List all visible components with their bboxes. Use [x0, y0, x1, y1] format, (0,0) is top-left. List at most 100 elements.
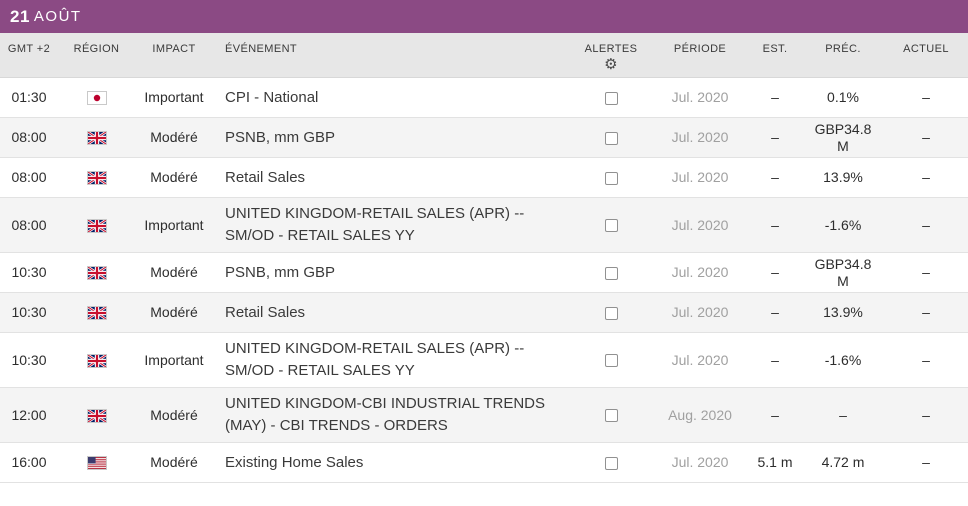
event-impact: Important — [135, 77, 213, 118]
event-time: 08:00 — [0, 157, 58, 198]
event-time: 10:30 — [0, 332, 58, 388]
event-row: 08:00 Important UNITED KINGDOM-RETAIL SA… — [0, 197, 968, 253]
event-name[interactable]: UNITED KINGDOM-RETAIL SALES (APR) -- SM/… — [213, 332, 570, 388]
event-alert-cell — [570, 442, 652, 483]
event-region-cell — [58, 442, 135, 483]
gear-icon[interactable]: ⚙ — [604, 56, 618, 73]
event-row: 08:00 Modéré Retail Sales Jul. 2020 – 13… — [0, 157, 968, 198]
event-region-cell — [58, 77, 135, 118]
event-region-cell — [58, 157, 135, 198]
flag-united-kingdom-icon — [86, 131, 107, 146]
month-name: AOÛT — [33, 8, 82, 25]
event-previous: 4.72 m — [802, 442, 884, 483]
event-period: Jul. 2020 — [652, 157, 748, 198]
table-header-row: GMT +2 RÉGION IMPACT ÉVÉNEMENT ALERTES ⚙… — [0, 33, 968, 78]
column-header-prec: PRÉC. — [802, 33, 884, 78]
event-name[interactable]: CPI - National — [213, 77, 570, 118]
event-time: 01:30 — [0, 77, 58, 118]
event-alert-cell — [570, 197, 652, 253]
flag-united-states-icon — [86, 456, 107, 471]
event-region-cell — [58, 252, 135, 293]
flag-united-kingdom-icon — [86, 408, 107, 423]
column-header-impact: IMPACT — [135, 33, 213, 78]
event-time: 10:30 — [0, 292, 58, 333]
event-region-cell — [58, 292, 135, 333]
event-alert-cell — [570, 157, 652, 198]
event-period: Jul. 2020 — [652, 197, 748, 253]
alert-checkbox[interactable] — [604, 456, 618, 470]
event-actual: – — [884, 252, 968, 293]
event-previous: – — [802, 387, 884, 443]
event-impact: Modéré — [135, 292, 213, 333]
event-previous: 13.9% — [802, 292, 884, 333]
event-name[interactable]: Existing Home Sales — [213, 442, 570, 483]
event-period: Jul. 2020 — [652, 332, 748, 388]
alert-checkbox[interactable] — [604, 354, 618, 368]
event-name[interactable]: Retail Sales — [213, 292, 570, 333]
event-previous: -1.6% — [802, 197, 884, 253]
event-estimate: – — [748, 252, 802, 293]
event-name[interactable]: UNITED KINGDOM-CBI INDUSTRIAL TRENDS (MA… — [213, 387, 570, 443]
event-impact: Important — [135, 332, 213, 388]
event-actual: – — [884, 117, 968, 158]
event-impact: Modéré — [135, 387, 213, 443]
alert-checkbox[interactable] — [604, 131, 618, 145]
alert-checkbox[interactable] — [604, 409, 618, 423]
flag-japan-icon — [86, 91, 107, 106]
alert-checkbox[interactable] — [604, 219, 618, 233]
event-impact: Modéré — [135, 157, 213, 198]
flag-united-kingdom-icon — [86, 353, 107, 368]
event-time: 16:00 — [0, 442, 58, 483]
event-period: Jul. 2020 — [652, 77, 748, 118]
event-actual: – — [884, 442, 968, 483]
calendar-table-body: 01:30 Important CPI - National Jul. 2020… — [0, 77, 968, 483]
event-impact: Modéré — [135, 117, 213, 158]
event-actual: – — [884, 157, 968, 198]
event-period: Jul. 2020 — [652, 117, 748, 158]
event-region-cell — [58, 117, 135, 158]
alert-checkbox[interactable] — [604, 266, 618, 280]
event-estimate: 5.1 m — [748, 442, 802, 483]
date-header: 21 AOÛT — [0, 0, 968, 33]
event-region-cell — [58, 332, 135, 388]
flag-united-kingdom-icon — [86, 171, 107, 186]
event-time: 10:30 — [0, 252, 58, 293]
column-header-actual: ACTUEL — [884, 33, 968, 78]
event-previous: 0.1% — [802, 77, 884, 118]
column-header-region: RÉGION — [58, 33, 135, 78]
alert-checkbox[interactable] — [604, 306, 618, 320]
event-alert-cell — [570, 387, 652, 443]
alert-checkbox[interactable] — [604, 91, 618, 105]
event-name[interactable]: PSNB, mm GBP — [213, 252, 570, 293]
economic-calendar-table: GMT +2 RÉGION IMPACT ÉVÉNEMENT ALERTES ⚙… — [0, 33, 968, 483]
event-region-cell — [58, 197, 135, 253]
event-estimate: – — [748, 332, 802, 388]
event-previous: 13.9% — [802, 157, 884, 198]
event-row: 12:00 Modéré UNITED KINGDOM-CBI INDUSTRI… — [0, 387, 968, 443]
flag-united-kingdom-icon — [86, 218, 107, 233]
event-time: 12:00 — [0, 387, 58, 443]
event-previous: -1.6% — [802, 332, 884, 388]
event-row: 10:30 Modéré Retail Sales Jul. 2020 – 13… — [0, 292, 968, 333]
flag-united-kingdom-icon — [86, 306, 107, 321]
event-previous: GBP34.8 M — [802, 252, 884, 293]
event-name[interactable]: UNITED KINGDOM-RETAIL SALES (APR) -- SM/… — [213, 197, 570, 253]
event-alert-cell — [570, 292, 652, 333]
event-estimate: – — [748, 77, 802, 118]
alert-checkbox[interactable] — [604, 171, 618, 185]
event-name[interactable]: Retail Sales — [213, 157, 570, 198]
event-estimate: – — [748, 157, 802, 198]
event-period: Jul. 2020 — [652, 442, 748, 483]
event-period: Jul. 2020 — [652, 252, 748, 293]
event-name[interactable]: PSNB, mm GBP — [213, 117, 570, 158]
event-impact: Modéré — [135, 442, 213, 483]
event-estimate: – — [748, 117, 802, 158]
event-estimate: – — [748, 292, 802, 333]
column-header-alerts: ALERTES ⚙ — [570, 33, 652, 78]
event-time: 08:00 — [0, 197, 58, 253]
flag-united-kingdom-icon — [86, 266, 107, 281]
event-actual: – — [884, 332, 968, 388]
event-row: 16:00 Modéré Existing Home Sales Jul. 20… — [0, 442, 968, 483]
event-alert-cell — [570, 332, 652, 388]
event-actual: – — [884, 292, 968, 333]
